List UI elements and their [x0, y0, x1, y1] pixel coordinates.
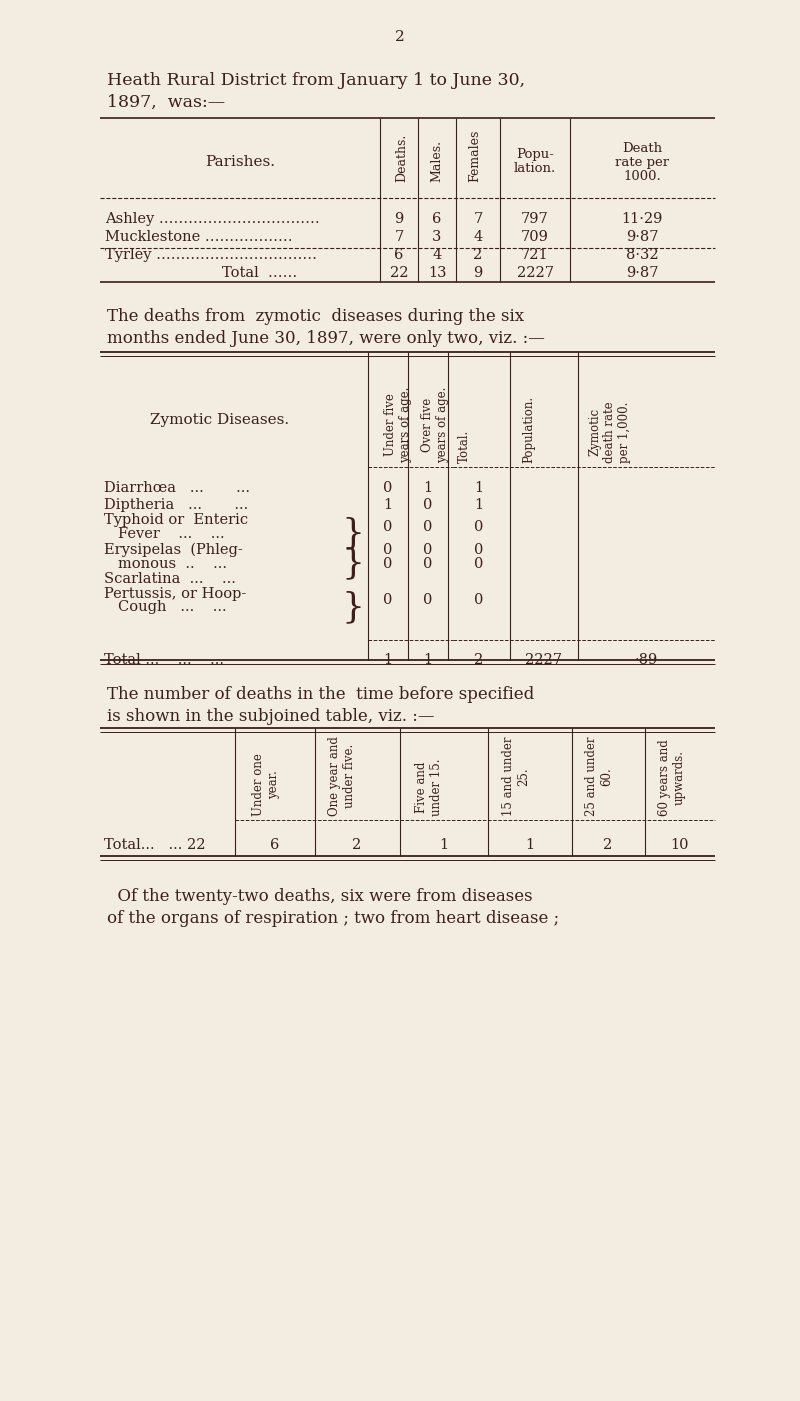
- Text: 1: 1: [383, 497, 393, 511]
- Text: 1000.: 1000.: [623, 170, 661, 184]
- Text: 0: 0: [383, 593, 393, 607]
- Text: Popu-: Popu-: [516, 149, 554, 161]
- Text: 25 and under
60.: 25 and under 60.: [585, 737, 613, 815]
- Text: lation.: lation.: [514, 163, 556, 175]
- Text: Pertussis, or Hoop-: Pertussis, or Hoop-: [104, 587, 246, 601]
- Text: monous  ..    ...: monous .. ...: [118, 558, 227, 572]
- Text: 2: 2: [395, 29, 405, 43]
- Text: 2: 2: [474, 248, 482, 262]
- Text: 1: 1: [439, 838, 449, 852]
- Text: 1897,  was:—: 1897, was:—: [107, 94, 225, 111]
- Text: 1: 1: [423, 653, 433, 667]
- Text: 3: 3: [432, 230, 442, 244]
- Text: months ended June 30, 1897, were only two, viz. :—: months ended June 30, 1897, were only tw…: [107, 331, 545, 347]
- Text: }: }: [341, 516, 364, 551]
- Text: 1: 1: [474, 481, 483, 495]
- Text: rate per: rate per: [615, 156, 669, 170]
- Text: Diarrhœa   ...       ...: Diarrhœa ... ...: [104, 481, 250, 495]
- Text: 0: 0: [383, 544, 393, 558]
- Text: 0: 0: [423, 558, 433, 572]
- Text: Typhoid or  Enteric: Typhoid or Enteric: [104, 513, 248, 527]
- Text: Heath Rural District from January 1 to June 30,: Heath Rural District from January 1 to J…: [107, 71, 525, 90]
- Text: Under one
year.: Under one year.: [252, 754, 280, 815]
- Text: Males.: Males.: [430, 140, 443, 182]
- Text: Total...   ... 22: Total... ... 22: [104, 838, 206, 852]
- Text: 9·87: 9·87: [626, 266, 658, 280]
- Text: ·89: ·89: [634, 653, 658, 667]
- Text: 7: 7: [394, 230, 404, 244]
- Text: 2227: 2227: [526, 653, 562, 667]
- Text: Mucklestone ………………: Mucklestone ………………: [105, 230, 293, 244]
- Text: is shown in the subjoined table, viz. :—: is shown in the subjoined table, viz. :—: [107, 708, 434, 724]
- Text: Zymotic Diseases.: Zymotic Diseases.: [150, 413, 290, 427]
- Text: Erysipelas  (Phleg-: Erysipelas (Phleg-: [104, 544, 242, 558]
- Text: Deaths.: Deaths.: [395, 133, 408, 182]
- Text: 0: 0: [474, 593, 484, 607]
- Text: Total.: Total.: [458, 430, 471, 462]
- Text: 797: 797: [521, 212, 549, 226]
- Text: Total ...    ...    ...: Total ... ... ...: [104, 653, 224, 667]
- Text: 13: 13: [428, 266, 446, 280]
- Text: 6: 6: [394, 248, 404, 262]
- Text: 2: 2: [603, 838, 613, 852]
- Text: Under five
years of age.: Under five years of age.: [384, 387, 412, 462]
- Text: 721: 721: [521, 248, 549, 262]
- Text: Fever    ...    ...: Fever ... ...: [118, 527, 225, 541]
- Text: Cough   ...    ...: Cough ... ...: [118, 600, 226, 614]
- Text: 1: 1: [526, 838, 534, 852]
- Text: 0: 0: [383, 558, 393, 572]
- Text: }: }: [341, 590, 364, 623]
- Text: 1: 1: [423, 481, 433, 495]
- Text: 0: 0: [383, 481, 393, 495]
- Text: 6: 6: [432, 212, 442, 226]
- Text: 1: 1: [474, 497, 483, 511]
- Text: 0: 0: [474, 520, 484, 534]
- Text: 4: 4: [474, 230, 482, 244]
- Text: The number of deaths in the  time before specified: The number of deaths in the time before …: [107, 686, 534, 703]
- Text: 1: 1: [383, 653, 393, 667]
- Text: Population.: Population.: [522, 396, 535, 462]
- Text: 9: 9: [474, 266, 482, 280]
- Text: Tyrley ……………………………: Tyrley ……………………………: [105, 248, 317, 262]
- Text: 2: 2: [352, 838, 362, 852]
- Text: Death: Death: [622, 142, 662, 156]
- Text: of the organs of respiration ; two from heart disease ;: of the organs of respiration ; two from …: [107, 911, 559, 927]
- Text: Scarlatina  ...    ...: Scarlatina ... ...: [104, 572, 236, 586]
- Text: 2: 2: [474, 653, 484, 667]
- Text: 0: 0: [423, 544, 433, 558]
- Text: Over five
years of age.: Over five years of age.: [421, 387, 449, 462]
- Text: 22: 22: [390, 266, 408, 280]
- Text: Total  ……: Total ……: [222, 266, 298, 280]
- Text: 10: 10: [670, 838, 690, 852]
- Text: 0: 0: [423, 497, 433, 511]
- Text: 60 years and
upwards.: 60 years and upwards.: [658, 740, 686, 815]
- Text: 0: 0: [383, 520, 393, 534]
- Text: Of the twenty-two deaths, six were from diseases: Of the twenty-two deaths, six were from …: [107, 888, 533, 905]
- Text: 0: 0: [474, 544, 484, 558]
- Text: 9: 9: [394, 212, 404, 226]
- Text: 709: 709: [521, 230, 549, 244]
- Text: Parishes.: Parishes.: [205, 156, 275, 170]
- Text: Diptheria   ...       ...: Diptheria ... ...: [104, 497, 248, 511]
- Text: Five and
under 15.: Five and under 15.: [415, 758, 443, 815]
- Text: The deaths from  zymotic  diseases during the six: The deaths from zymotic diseases during …: [107, 308, 524, 325]
- Text: 7: 7: [474, 212, 482, 226]
- Text: 4: 4: [432, 248, 442, 262]
- Text: 0: 0: [423, 593, 433, 607]
- Text: Ashley ……………………………: Ashley ……………………………: [105, 212, 320, 226]
- Text: Females: Females: [468, 130, 481, 182]
- Text: 0: 0: [423, 520, 433, 534]
- Text: 8·32: 8·32: [626, 248, 658, 262]
- Text: One year and
under five.: One year and under five.: [328, 736, 356, 815]
- Text: 6: 6: [270, 838, 280, 852]
- Text: 15 and under
25.: 15 and under 25.: [502, 737, 530, 815]
- Text: }: }: [341, 546, 364, 580]
- Text: Zymotic
death rate
per 1,000.: Zymotic death rate per 1,000.: [588, 401, 631, 462]
- Text: 9·87: 9·87: [626, 230, 658, 244]
- Text: 11·29: 11·29: [622, 212, 662, 226]
- Text: 2227: 2227: [517, 266, 554, 280]
- Text: 0: 0: [474, 558, 484, 572]
